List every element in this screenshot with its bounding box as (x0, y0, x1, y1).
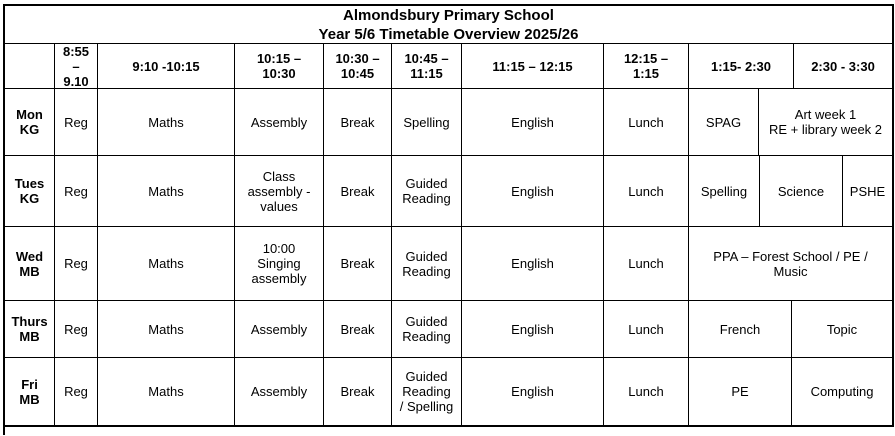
subject-cell: PPA – Forest School / PE / Music (713, 248, 868, 279)
subject-cell: Lunch (604, 89, 689, 155)
subject-cell: Reg (55, 301, 98, 357)
subject-cell: Break (324, 301, 392, 357)
day-label: Thurs MB (5, 301, 55, 357)
time-header: 1:15- 2:30 (689, 44, 794, 88)
subject-cell: Break (324, 227, 392, 300)
timetable-row-wednesday: Wed MB Reg Maths 10:00 Singing assembly … (5, 227, 892, 301)
subject-cell: Break (324, 358, 392, 425)
timetable-row-thursday: Thurs MB Reg Maths Assembly Break Guided… (5, 301, 892, 358)
day-column-header (5, 44, 55, 88)
subject-cell: Reg (55, 156, 98, 226)
subject-cell: French (689, 301, 792, 357)
subject-cell: Computing (810, 384, 874, 399)
time-header: 8:55 – 9.10 (55, 44, 98, 89)
subject-cell: Topic (826, 321, 858, 337)
subject-cell: Lunch (604, 156, 689, 226)
subject-cell: Assembly (235, 301, 324, 357)
subject-cell: Guided Reading (392, 227, 462, 300)
subject-cell: Science (760, 156, 843, 226)
subject-cell: Maths (98, 156, 235, 226)
subject-cell: Maths (98, 301, 235, 357)
time-header: 10:30 – 10:45 (324, 44, 392, 88)
subject-cell: Art week 1 RE + library week 2 (768, 107, 883, 137)
time-header: 9:10 -10:15 (98, 44, 235, 88)
subject-cell: English (462, 227, 604, 300)
time-header: 2:30 - 3:30 (811, 58, 875, 74)
subject-cell: PSHE (849, 183, 886, 199)
timetable-row-friday: Fri MB Reg Maths Assembly Break Guided R… (5, 358, 892, 425)
next-row-partial-edge (3, 427, 892, 435)
subject-cell: Lunch (604, 301, 689, 357)
subject-cell: English (462, 89, 604, 155)
subject-cell: English (462, 156, 604, 226)
subject-cell: Lunch (604, 358, 689, 425)
subject-cell: PE (689, 358, 792, 425)
time-header: 10:45 – 11:15 (392, 44, 462, 88)
subject-cell: Lunch (604, 227, 689, 300)
subject-cell: SPAG (689, 89, 759, 155)
day-label: Tues KG (5, 156, 55, 226)
time-header: 12:15 – 1:15 (604, 44, 689, 88)
subject-cell: 10:00 Singing assembly (235, 227, 324, 300)
title-row: Almondsbury Primary School Year 5/6 Time… (5, 6, 892, 44)
day-label: Mon KG (5, 89, 55, 155)
subject-cell: English (462, 358, 604, 425)
subject-cell: Guided Reading (392, 301, 462, 357)
timetable-table: Almondsbury Primary School Year 5/6 Time… (3, 4, 894, 427)
subject-cell: Guided Reading (392, 156, 462, 226)
subject-cell: Assembly (235, 89, 324, 155)
timetable-subtitle: Year 5/6 Timetable Overview 2025/26 (318, 26, 579, 43)
subject-cell: Class assembly - values (235, 156, 324, 226)
subject-cell: Reg (55, 227, 98, 300)
subject-cell: Maths (98, 227, 235, 300)
subject-cell: Break (324, 89, 392, 155)
subject-cell: Maths (98, 89, 235, 155)
subject-cell: English (462, 301, 604, 357)
subject-cell: Reg (55, 358, 98, 425)
day-label: Fri MB (5, 358, 55, 425)
subject-cell: Assembly (235, 358, 324, 425)
time-header: 11:15 – 12:15 (462, 44, 604, 88)
subject-cell: Reg (55, 89, 98, 155)
timetable-row-tuesday: Tues KG Reg Maths Class assembly - value… (5, 156, 892, 227)
time-header: 10:15 – 10:30 (235, 44, 324, 88)
school-name: Almondsbury Primary School (343, 7, 554, 24)
subject-cell: Maths (98, 358, 235, 425)
subject-cell: Spelling (689, 156, 760, 226)
subject-cell: Break (324, 156, 392, 226)
time-header-row: 8:55 – 9.10 9:10 -10:15 10:15 – 10:30 10… (5, 44, 892, 89)
day-label: Wed MB (5, 227, 55, 300)
timetable-row-monday: Mon KG Reg Maths Assembly Break Spelling… (5, 89, 892, 156)
subject-cell: Guided Reading / Spelling (392, 358, 462, 425)
subject-cell: Spelling (392, 89, 462, 155)
